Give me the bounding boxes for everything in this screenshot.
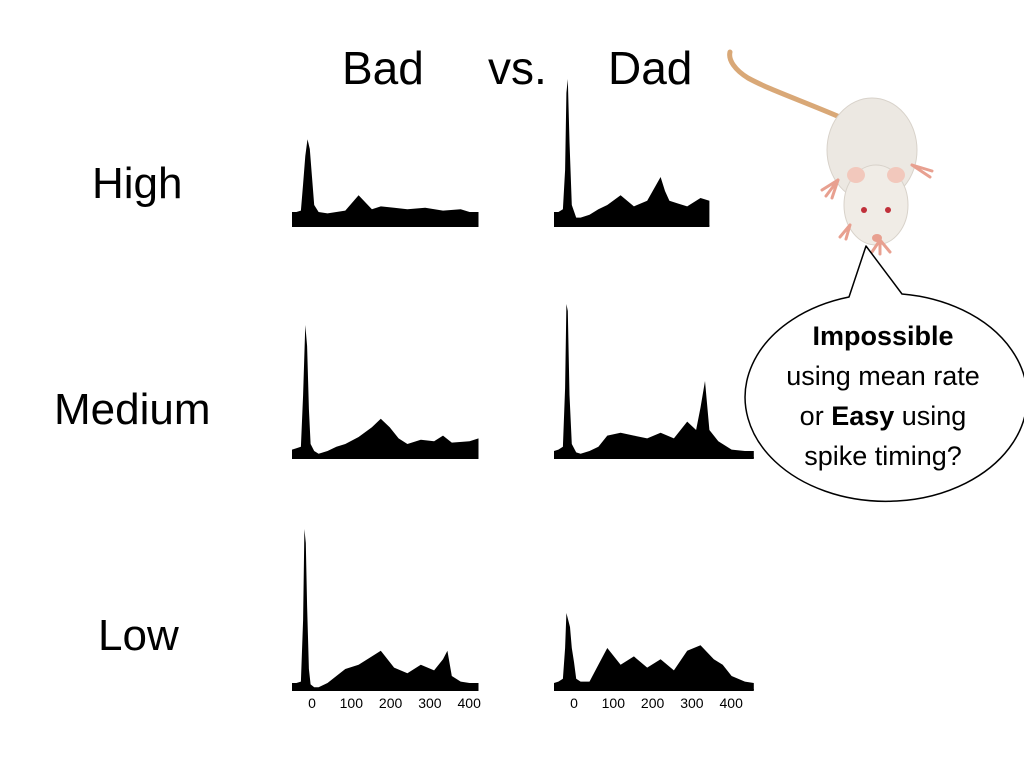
row-label-low: Low (98, 611, 179, 660)
title-dad: Dad (608, 42, 693, 94)
histogram-area (292, 139, 479, 226)
callout-using: using (901, 401, 967, 431)
tick-label-dad: 400 (719, 695, 743, 711)
title-vs: vs. (488, 42, 547, 94)
histogram-bad-low (292, 529, 479, 691)
histogram-area (554, 79, 710, 226)
tick-label-bad: 0 (308, 695, 316, 711)
white-lab-rat-icon (727, 49, 934, 256)
tick-label-dad: 300 (680, 695, 704, 711)
callout-text: Impossible using mean rate or Easy using… (748, 316, 1018, 476)
tick-label-bad: 200 (378, 695, 403, 711)
tick-label-dad: 0 (570, 695, 578, 711)
histogram-dad-low (554, 613, 754, 691)
tick-label-dad: 100 (601, 695, 625, 711)
callout-impossible: Impossible (812, 321, 954, 351)
callout-line-4: spike timing? (804, 441, 962, 471)
histogram-dad-medium (554, 304, 754, 459)
speech-bubble (744, 245, 1024, 503)
histogram-area (554, 304, 754, 458)
histogram-bad-medium (292, 325, 479, 459)
tick-label-dad: 200 (640, 695, 665, 711)
histogram-dad-high (554, 79, 710, 227)
row-label-medium: Medium (54, 385, 211, 434)
tick-label-bad: 100 (339, 695, 363, 711)
callout-line-2: using mean rate (786, 361, 980, 391)
histogram-bad-high (292, 139, 479, 227)
callout-or: or (799, 401, 824, 431)
histogram-area (292, 529, 479, 690)
histogram-area (292, 325, 479, 458)
callout-easy: Easy (831, 401, 895, 431)
histogram-area (554, 613, 754, 690)
title-bad: Bad (342, 42, 424, 94)
row-label-high: High (92, 159, 183, 208)
tick-label-bad: 300 (418, 695, 442, 711)
tick-label-bad: 400 (457, 695, 481, 711)
